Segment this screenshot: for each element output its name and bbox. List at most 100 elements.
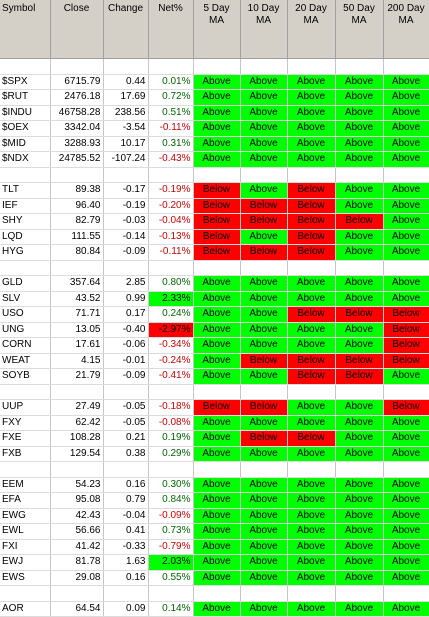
header-ma5[interactable]: 5 Day MA bbox=[193, 0, 241, 59]
ma5-status-cell[interactable]: Above bbox=[193, 368, 241, 385]
ma200-status-cell[interactable]: Above bbox=[383, 415, 429, 431]
ma10-status-cell[interactable]: Below bbox=[240, 399, 288, 416]
ma5-status-cell[interactable]: Above bbox=[193, 151, 241, 168]
table-row[interactable]: WEAT 4.15 -0.01 -0.24% Above Below Below Below B… bbox=[0, 353, 429, 369]
symbol-cell[interactable]: AOR bbox=[0, 601, 51, 617]
close-cell[interactable]: 64.54 bbox=[50, 601, 104, 617]
ma50-status-cell[interactable]: Above bbox=[335, 105, 384, 121]
ma5-status-cell[interactable]: Below bbox=[193, 213, 241, 230]
table-row[interactable]: EWS 29.08 0.16 0.55% Above Above Above Above Abo… bbox=[0, 570, 429, 586]
ma5-status-cell[interactable]: Above bbox=[193, 306, 241, 323]
ma5-status-cell[interactable]: Above bbox=[193, 554, 241, 571]
change-cell[interactable]: -0.06 bbox=[103, 337, 149, 354]
ma200-status-cell[interactable]: Above bbox=[383, 89, 429, 106]
net-percent-cell[interactable]: 0.80% bbox=[148, 275, 194, 292]
change-cell[interactable]: 17.69 bbox=[103, 89, 149, 106]
symbol-cell[interactable]: IEF bbox=[0, 198, 51, 214]
table-row[interactable]: $SPX 6715.79 0.44 0.01% Above Above Above Above… bbox=[0, 74, 429, 90]
symbol-cell[interactable]: SLV bbox=[0, 291, 51, 307]
ma20-status-cell[interactable]: Below bbox=[287, 198, 336, 214]
ma50-status-cell[interactable]: Above bbox=[335, 151, 384, 168]
ma10-status-cell[interactable]: Above bbox=[240, 539, 288, 555]
ma5-status-cell[interactable]: Above bbox=[193, 446, 241, 462]
close-cell[interactable]: 24785.52 bbox=[50, 151, 104, 168]
ma200-status-cell[interactable]: Above bbox=[383, 570, 429, 586]
close-cell[interactable]: 80.84 bbox=[50, 244, 104, 261]
header-close[interactable]: Close bbox=[50, 0, 104, 59]
net-percent-cell[interactable]: 0.29% bbox=[148, 446, 194, 462]
change-cell[interactable]: 0.21 bbox=[103, 430, 149, 447]
header-change[interactable]: Change bbox=[103, 0, 149, 59]
change-cell[interactable]: -0.14 bbox=[103, 229, 149, 245]
table-row[interactable]: FXY 62.42 -0.05 -0.08% Above Above Above Above A… bbox=[0, 415, 429, 431]
change-cell[interactable]: -0.19 bbox=[103, 198, 149, 214]
ma10-status-cell[interactable]: Above bbox=[240, 306, 288, 323]
table-row[interactable]: $INDU 46758.28 238.56 0.51% Above Above Above A… bbox=[0, 105, 429, 121]
ma200-status-cell[interactable]: Above bbox=[383, 120, 429, 137]
close-cell[interactable]: 4.15 bbox=[50, 353, 104, 369]
ma10-status-cell[interactable]: Above bbox=[240, 120, 288, 137]
ma200-status-cell[interactable]: Above bbox=[383, 275, 429, 292]
net-percent-cell[interactable]: -0.09% bbox=[148, 508, 194, 524]
header-net[interactable]: Net% bbox=[148, 0, 194, 59]
ma5-status-cell[interactable]: Above bbox=[193, 570, 241, 586]
close-cell[interactable]: 13.05 bbox=[50, 322, 104, 338]
table-row[interactable]: LQD 111.55 -0.14 -0.13% Below Above Below Above… bbox=[0, 229, 429, 245]
ma50-status-cell[interactable]: Above bbox=[335, 539, 384, 555]
ma10-status-cell[interactable]: Below bbox=[240, 198, 288, 214]
ma20-status-cell[interactable]: Above bbox=[287, 508, 336, 524]
table-row[interactable]: GLD 357.64 2.85 0.80% Above Above Above Above Ab… bbox=[0, 275, 429, 292]
close-cell[interactable]: 357.64 bbox=[50, 275, 104, 292]
symbol-cell[interactable]: EWJ bbox=[0, 554, 51, 571]
close-cell[interactable]: 17.61 bbox=[50, 337, 104, 354]
ma50-status-cell[interactable]: Below bbox=[335, 306, 384, 323]
net-percent-cell[interactable]: -0.79% bbox=[148, 539, 194, 555]
ma20-status-cell[interactable]: Above bbox=[287, 322, 336, 338]
close-cell[interactable]: 6715.79 bbox=[50, 74, 104, 90]
ma50-status-cell[interactable]: Above bbox=[335, 508, 384, 524]
ma5-status-cell[interactable]: Above bbox=[193, 275, 241, 292]
net-percent-cell[interactable]: -0.43% bbox=[148, 151, 194, 168]
ma20-status-cell[interactable]: Above bbox=[287, 151, 336, 168]
net-percent-cell[interactable]: -0.18% bbox=[148, 399, 194, 416]
net-percent-cell[interactable]: 0.19% bbox=[148, 430, 194, 447]
net-percent-cell[interactable]: -0.04% bbox=[148, 213, 194, 230]
symbol-cell[interactable]: GLD bbox=[0, 275, 51, 292]
ma5-status-cell[interactable]: Below bbox=[193, 244, 241, 261]
ma50-status-cell[interactable]: Above bbox=[335, 322, 384, 338]
ma10-status-cell[interactable]: Below bbox=[240, 244, 288, 261]
net-percent-cell[interactable]: 0.24% bbox=[148, 306, 194, 323]
ma200-status-cell[interactable]: Below bbox=[383, 337, 429, 354]
symbol-cell[interactable]: $NDX bbox=[0, 151, 51, 168]
ma10-status-cell[interactable]: Above bbox=[240, 182, 288, 199]
ma200-status-cell[interactable]: Above bbox=[383, 554, 429, 571]
close-cell[interactable]: 56.66 bbox=[50, 523, 104, 540]
change-cell[interactable]: 0.41 bbox=[103, 523, 149, 540]
net-percent-cell[interactable]: -0.08% bbox=[148, 415, 194, 431]
ma5-status-cell[interactable]: Above bbox=[193, 89, 241, 106]
ma50-status-cell[interactable]: Above bbox=[335, 430, 384, 447]
ma5-status-cell[interactable]: Above bbox=[193, 539, 241, 555]
change-cell[interactable]: 0.17 bbox=[103, 306, 149, 323]
ma50-status-cell[interactable]: Below bbox=[335, 353, 384, 369]
net-percent-cell[interactable]: 0.01% bbox=[148, 74, 194, 90]
close-cell[interactable]: 27.49 bbox=[50, 399, 104, 416]
change-cell[interactable]: 10.17 bbox=[103, 136, 149, 152]
ma10-status-cell[interactable]: Above bbox=[240, 415, 288, 431]
net-percent-cell[interactable]: 2.33% bbox=[148, 291, 194, 307]
change-cell[interactable]: 2.85 bbox=[103, 275, 149, 292]
table-row[interactable]: $RUT 2476.18 17.69 0.72% Above Above Above Abov… bbox=[0, 89, 429, 106]
ma50-status-cell[interactable]: Above bbox=[335, 136, 384, 152]
symbol-cell[interactable]: EFA bbox=[0, 492, 51, 509]
ma50-status-cell[interactable]: Above bbox=[335, 477, 384, 493]
ma5-status-cell[interactable]: Above bbox=[193, 105, 241, 121]
ma20-status-cell[interactable]: Above bbox=[287, 492, 336, 509]
ma50-status-cell[interactable]: Above bbox=[335, 523, 384, 540]
header-ma10[interactable]: 10 Day MA bbox=[240, 0, 288, 59]
symbol-cell[interactable]: EWG bbox=[0, 508, 51, 524]
ma50-status-cell[interactable]: Above bbox=[335, 554, 384, 571]
ma5-status-cell[interactable]: Above bbox=[193, 430, 241, 447]
change-cell[interactable]: 1.63 bbox=[103, 554, 149, 571]
change-cell[interactable]: -0.01 bbox=[103, 353, 149, 369]
ma200-status-cell[interactable]: Below bbox=[383, 399, 429, 416]
